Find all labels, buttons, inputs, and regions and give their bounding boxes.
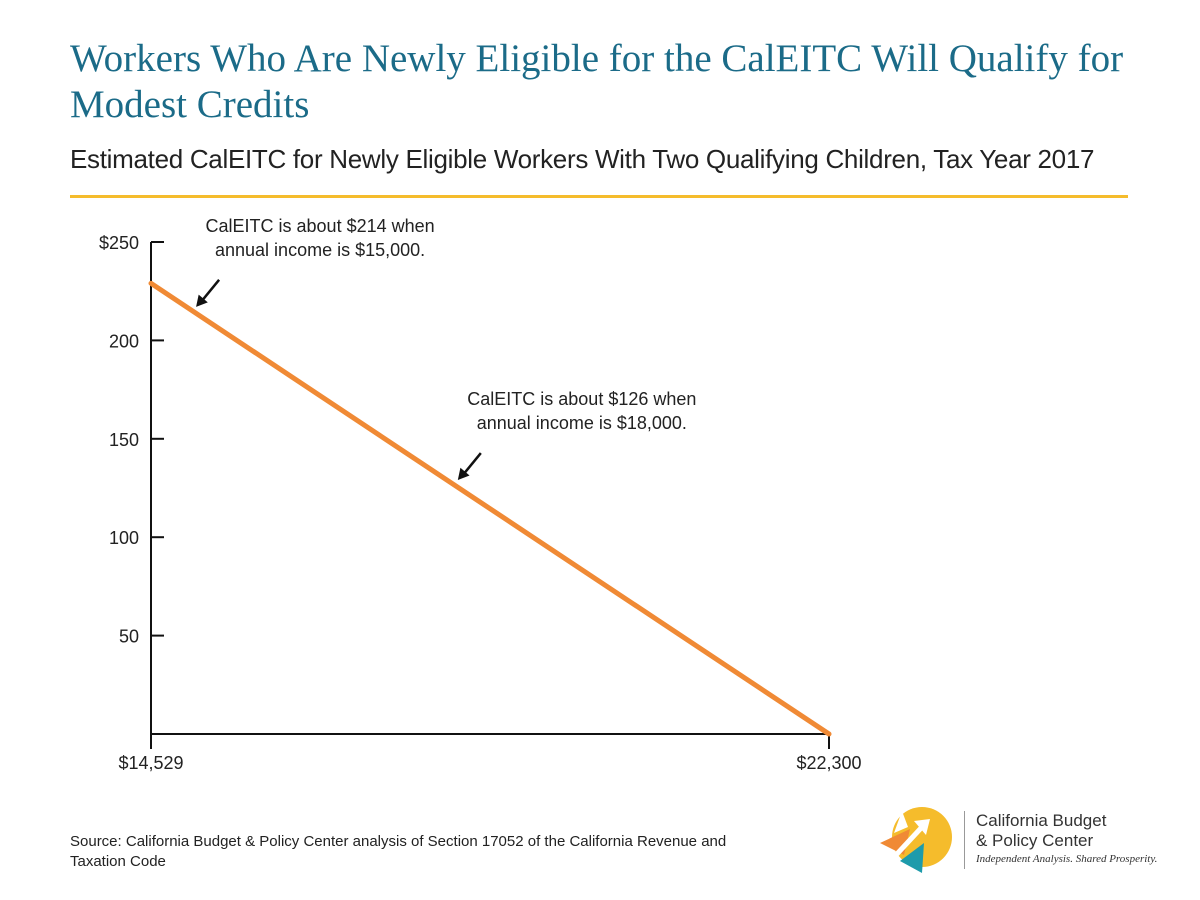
y-tick-label: 150 [109, 430, 139, 450]
annotation-text: CalEITC is about $214 when [206, 216, 435, 236]
x-tick-label: $14,529 [118, 753, 183, 773]
annotation-arrow [200, 279, 221, 303]
logo-tagline: Independent Analysis. Shared Prosperity. [976, 853, 1158, 865]
logo-name-line-1: California Budget [976, 811, 1107, 830]
source-line-2: Taxation Code [70, 853, 166, 870]
annotation-text: CalEITC is about $126 when [467, 389, 696, 409]
y-tick-label: 100 [109, 528, 139, 548]
chart-subtitle: Estimated CalEITC for Newly Eligible Wor… [70, 144, 1095, 174]
logo-divider [964, 811, 965, 869]
annotation-arrowhead [196, 294, 208, 307]
chart-title: Workers Who Are Newly Eligible for the C… [70, 37, 1124, 126]
x-tick-label: $22,300 [796, 753, 861, 773]
source-note: Source: California Budget & Policy Cente… [70, 832, 810, 872]
logo-mark-icon [880, 807, 952, 873]
annotation-arrowhead [457, 467, 470, 481]
y-tick-label: 200 [109, 331, 139, 351]
annotation-text: annual income is $18,000. [477, 413, 687, 433]
source-line-1: Source: California Budget & Policy Cente… [70, 833, 727, 850]
chart-axes: $250 200 150 100 50 $14,529 $22,300 [99, 233, 862, 773]
y-tick-label: $250 [99, 233, 139, 253]
chart-series [148, 280, 832, 737]
logo-name: California Budget & Policy Center [976, 811, 1176, 851]
header-divider [70, 195, 1128, 198]
annotation-arrow [461, 452, 482, 476]
chart-annotations: CalEITC is about $214 when annual income … [196, 216, 696, 481]
y-tick-label: 50 [119, 627, 139, 647]
series-line [148, 280, 832, 737]
organization-logo: California Budget & Policy Center Indepe… [874, 803, 1174, 883]
annotation-text: annual income is $15,000. [215, 240, 425, 260]
logo-name-line-2: & Policy Center [976, 831, 1094, 850]
